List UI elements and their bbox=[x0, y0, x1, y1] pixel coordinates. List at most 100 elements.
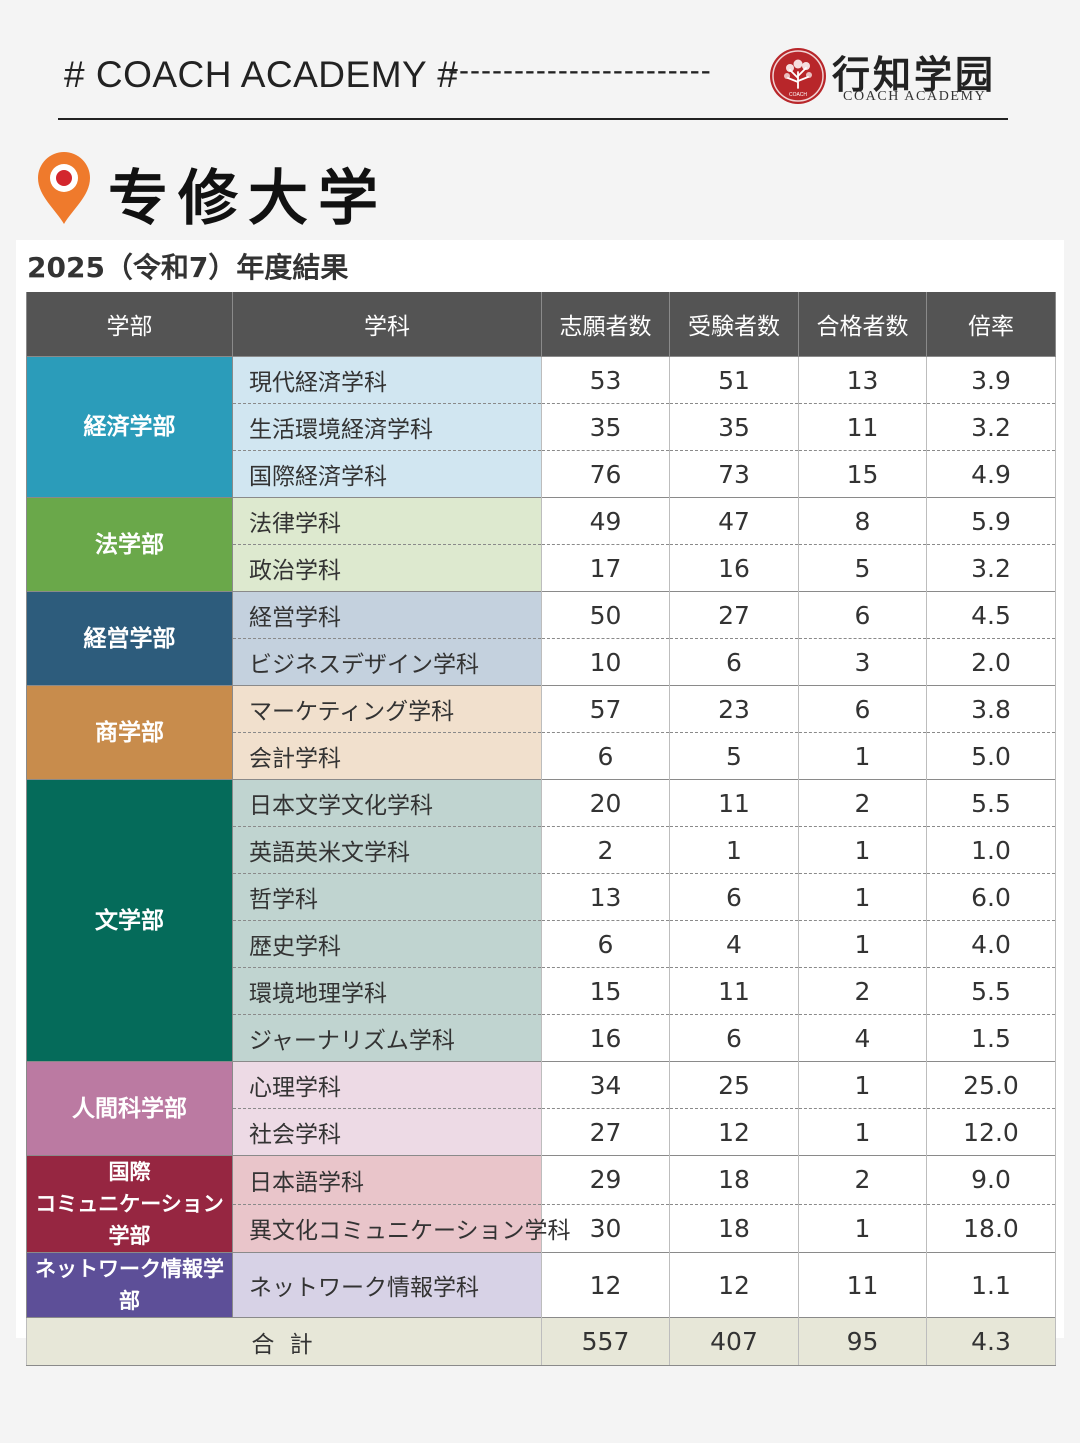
passed-cell: 2 bbox=[798, 1155, 927, 1204]
department-cell: 英語英米文学科 bbox=[232, 826, 542, 874]
header-applicants: 志願者数 bbox=[541, 292, 670, 357]
ratio-cell: 1.5 bbox=[926, 1014, 1056, 1062]
ratio-cell: 5.0 bbox=[926, 732, 1056, 780]
department-cell: 社会学科 bbox=[232, 1108, 542, 1156]
department-cell: 法律学科 bbox=[232, 497, 542, 545]
department-cell: ジャーナリズム学科 bbox=[232, 1014, 542, 1062]
department-cell: ビジネスデザイン学科 bbox=[232, 638, 542, 686]
applicants-cell: 27 bbox=[541, 1108, 670, 1156]
department-cell: 会計学科 bbox=[232, 732, 542, 780]
passed-cell: 4 bbox=[798, 1014, 927, 1062]
table-row: 哲学科 13 6 1 6.0 bbox=[27, 873, 1056, 921]
ratio-cell: 4.0 bbox=[926, 920, 1056, 968]
applicants-cell: 29 bbox=[541, 1155, 670, 1204]
ratio-cell: 3.8 bbox=[926, 685, 1056, 733]
faculty-cell: 人間科学部 bbox=[26, 1061, 233, 1156]
examinees-cell: 73 bbox=[669, 450, 799, 498]
examinees-cell: 4 bbox=[669, 920, 799, 968]
passed-cell: 2 bbox=[798, 967, 927, 1015]
passed-cell: 6 bbox=[798, 685, 927, 733]
ratio-cell: 5.9 bbox=[926, 497, 1056, 545]
applicants-cell: 50 bbox=[541, 591, 670, 639]
examinees-cell: 35 bbox=[669, 403, 799, 451]
faculty-cell: 国際 コミュニケーション学部 bbox=[26, 1155, 233, 1253]
table-row: 法学部 法律学科 49 47 8 5.9 bbox=[26, 497, 1056, 592]
passed-cell: 11 bbox=[798, 1252, 927, 1318]
table-row: ジャーナリズム学科 16 6 4 1.5 bbox=[27, 1014, 1056, 1062]
passed-cell: 1 bbox=[798, 1061, 927, 1109]
passed-cell: 13 bbox=[798, 356, 927, 404]
faculty-cell: 文学部 bbox=[26, 779, 233, 1062]
ratio-cell: 18.0 bbox=[926, 1203, 1056, 1253]
table-row: 政治学科 17 16 5 3.2 bbox=[27, 544, 1056, 592]
header-ratio: 倍率 bbox=[926, 292, 1056, 357]
applicants-cell: 34 bbox=[541, 1061, 670, 1109]
table-row: 国際 コミュニケーション学部 日本語学科 29 18 2 9.0 bbox=[26, 1155, 1056, 1253]
ratio-cell: 5.5 bbox=[926, 967, 1056, 1015]
faculty-cell: 経営学部 bbox=[26, 591, 233, 686]
ratio-cell: 2.0 bbox=[926, 638, 1056, 686]
results-subtitle: 2025（令和7）年度結果 bbox=[27, 251, 349, 284]
faculty-cell: ネットワーク情報学部 bbox=[26, 1252, 233, 1318]
ratio-cell: 9.0 bbox=[926, 1155, 1056, 1204]
passed-cell: 8 bbox=[798, 497, 927, 545]
applicants-cell: 13 bbox=[541, 873, 670, 921]
table-row: 生活環境経済学科 35 35 11 3.2 bbox=[27, 403, 1056, 451]
examinees-cell: 16 bbox=[669, 544, 799, 592]
department-cell: 政治学科 bbox=[232, 544, 542, 592]
passed-cell: 6 bbox=[798, 591, 927, 639]
table-row: 環境地理学科 15 11 2 5.5 bbox=[27, 967, 1056, 1015]
examinees-cell: 6 bbox=[669, 1014, 799, 1062]
table-row: 経済学部 現代経済学科 53 51 13 3.9 bbox=[26, 356, 1056, 498]
total-row: 合 計 557 407 95 4.3 bbox=[26, 1317, 1056, 1366]
ratio-cell: 3.9 bbox=[926, 356, 1056, 404]
examinees-cell: 11 bbox=[669, 967, 799, 1015]
examinees-cell: 51 bbox=[669, 356, 799, 404]
location-pin-icon bbox=[38, 152, 90, 224]
examinees-cell: 18 bbox=[669, 1155, 799, 1204]
table-row: 文学部 日本文学文化学科 20 11 2 5.5 bbox=[26, 779, 1056, 1062]
ratio-cell: 4.5 bbox=[926, 591, 1056, 639]
examinees-cell: 23 bbox=[669, 685, 799, 733]
applicants-cell: 76 bbox=[541, 450, 670, 498]
header-passed: 合格者数 bbox=[798, 292, 927, 357]
header-examinees: 受験者数 bbox=[669, 292, 799, 357]
applicants-cell: 30 bbox=[541, 1203, 670, 1253]
table-row: 英語英米文学科 2 1 1 1.0 bbox=[27, 826, 1056, 874]
table-row: 異文化コミュニケーション学科 30 18 1 18.0 bbox=[27, 1203, 1056, 1253]
table-row: 社会学科 27 12 1 12.0 bbox=[27, 1108, 1056, 1156]
table-header-row: 学部 学科 志願者数 受験者数 合格者数 倍率 bbox=[26, 292, 1056, 357]
total-examinees-cell: 407 bbox=[669, 1317, 799, 1366]
applicants-cell: 10 bbox=[541, 638, 670, 686]
examinees-cell: 6 bbox=[669, 873, 799, 921]
department-cell: 哲学科 bbox=[232, 873, 542, 921]
department-cell: マーケティング学科 bbox=[232, 685, 542, 733]
page-title: 专修大学 bbox=[108, 164, 388, 234]
table-row: ネットワーク情報学部 ネットワーク情報学科 12 12 11 1.1 bbox=[26, 1252, 1056, 1318]
ratio-cell: 1.0 bbox=[926, 826, 1056, 874]
header-faculty: 学部 bbox=[26, 292, 233, 357]
total-applicants-cell: 557 bbox=[541, 1317, 670, 1366]
passed-cell: 11 bbox=[798, 403, 927, 451]
passed-cell: 5 bbox=[798, 544, 927, 592]
ratio-cell: 1.1 bbox=[926, 1252, 1056, 1318]
examinees-cell: 12 bbox=[669, 1108, 799, 1156]
department-cell: 現代経済学科 bbox=[232, 356, 542, 404]
applicants-cell: 16 bbox=[541, 1014, 670, 1062]
admission-results-table: 学部 学科 志願者数 受験者数 合格者数 倍率 経済学部 現代経済学科 53 51 13… bbox=[26, 292, 1056, 1366]
ratio-cell: 5.5 bbox=[926, 779, 1056, 827]
department-cell: 経営学科 bbox=[232, 591, 542, 639]
examinees-cell: 5 bbox=[669, 732, 799, 780]
examinees-cell: 11 bbox=[669, 779, 799, 827]
examinees-cell: 1 bbox=[669, 826, 799, 874]
department-cell: 生活環境経済学科 bbox=[232, 403, 542, 451]
passed-cell: 1 bbox=[798, 873, 927, 921]
passed-cell: 1 bbox=[798, 1108, 927, 1156]
department-cell: ネットワーク情報学科 bbox=[232, 1252, 542, 1318]
department-cell: 環境地理学科 bbox=[232, 967, 542, 1015]
department-cell: 異文化コミュニケーション学科 bbox=[232, 1203, 571, 1253]
header-brand-text: # COACH ACADEMY # bbox=[64, 54, 459, 95]
header-dash-line: ------------------------ bbox=[448, 54, 712, 87]
header-department: 学科 bbox=[232, 292, 542, 357]
department-cell: 歴史学科 bbox=[232, 920, 542, 968]
